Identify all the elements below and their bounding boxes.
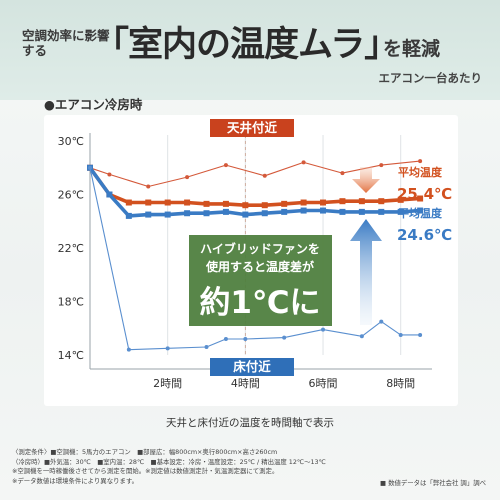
data-point: [320, 199, 327, 206]
floor-label-box: [210, 358, 294, 376]
data-point: [106, 191, 113, 198]
data-point: [282, 335, 287, 340]
data-point: [339, 198, 346, 205]
y-tick-label: 30℃: [58, 135, 84, 148]
callout-big-text: 約1℃に: [199, 285, 320, 321]
series-line-orange-thick: [88, 166, 421, 207]
data-point: [164, 199, 171, 206]
avg-bottom-value: 24.6℃: [397, 226, 452, 244]
y-tick-label: 26℃: [58, 189, 84, 202]
callout-line-2: 使用すると温度差が: [205, 259, 314, 274]
avg-top-value: 25.4℃: [397, 185, 452, 203]
x-tick-label: 8時間: [386, 377, 415, 390]
data-point: [379, 319, 384, 324]
data-point: [203, 200, 210, 207]
header-banner: 空調効率に影響する 「室内の温度ムラ」 を軽減 エアコン一台あたり: [0, 0, 500, 100]
data-point: [398, 332, 403, 337]
data-point: [417, 195, 424, 202]
y-tick-label: 22℃: [58, 242, 84, 255]
y-tick-label: 14℃: [58, 349, 84, 362]
data-point: [223, 336, 228, 341]
footnotes: 〈測定条件〉■空調機：5馬力のエアコン ■部屋広：幅800cm×奥行800cm×…: [12, 448, 492, 486]
header-prefix: 空調効率に影響する: [22, 28, 110, 58]
data-point: [242, 202, 249, 209]
data-point: [418, 159, 423, 164]
data-point: [261, 202, 268, 209]
down-arrow-icon: [352, 167, 380, 193]
callout-box: [189, 235, 332, 326]
data-point: [358, 208, 365, 215]
data-point: [340, 171, 345, 176]
data-point: [378, 198, 385, 205]
data-point: [281, 200, 288, 207]
data-point: [320, 207, 327, 214]
footnote-line: ※データ数値は環境条件により異なります。: [12, 476, 139, 485]
data-point: [339, 208, 346, 215]
data-point: [321, 327, 326, 332]
data-point: [417, 207, 424, 214]
chart-caption: 天井と床付近の温度を時間軸で表示: [166, 417, 334, 429]
data-point: [301, 160, 306, 165]
data-point: [261, 210, 268, 217]
data-point: [223, 163, 228, 168]
data-point: [222, 200, 229, 207]
data-point: [145, 199, 152, 206]
data-point: [243, 336, 248, 341]
data-point: [242, 211, 249, 218]
data-point: [125, 199, 132, 206]
data-point: [203, 210, 210, 217]
data-point: [184, 210, 191, 217]
data-point: [165, 346, 170, 351]
header-main-title: 「室内の温度ムラ」: [94, 25, 399, 65]
header-subtitle: エアコン一台あたり: [378, 71, 483, 85]
data-point: [418, 332, 423, 337]
series-line-blue-thin: [89, 167, 421, 351]
ceiling-label: 天井付近: [227, 120, 278, 135]
data-point: [300, 207, 307, 214]
data-point: [379, 163, 384, 168]
chart-panel: 30℃ 26℃ 22℃ 18℃ 14℃ 2時間 4時間 6時間 8時間 天井付近床付近 平均温度 25…: [44, 115, 458, 406]
data-point: [164, 211, 171, 218]
section-title: ●エアコン冷房時: [44, 97, 143, 112]
ceiling-label-box: [210, 119, 294, 137]
data-point: [222, 208, 229, 215]
callout-line-1: ハイブリッドファンを: [200, 241, 320, 256]
header-suffix: を軽減: [383, 38, 441, 60]
data-point: [185, 175, 190, 180]
data-point: [88, 165, 92, 170]
data-point: [107, 172, 112, 177]
series-line-blue-thick: [88, 166, 421, 218]
data-point: [281, 208, 288, 215]
data-point: [184, 199, 191, 206]
data-point: [359, 334, 364, 339]
footnote-line: 〈測定条件〉■空調機：5馬力のエアコン ■部屋広：幅800cm×奥行800cm×…: [12, 448, 278, 456]
footnote-line: ※空調機を一時稼働後させてから測定を開始。※測定値は数値測定計・気温測定器にて測…: [12, 467, 279, 475]
x-tick-label: 2時間: [153, 377, 182, 390]
data-point: [397, 196, 404, 203]
data-credit: ■ 数値データは「弊社会社 調」調べ: [380, 479, 486, 487]
floor-label: 床付近: [233, 359, 271, 374]
avg-bottom-title: 平均温度: [398, 206, 443, 220]
data-point: [378, 208, 385, 215]
avg-top-title: 平均温度: [398, 165, 443, 179]
data-point: [146, 184, 151, 189]
data-point: [126, 347, 131, 352]
data-point: [204, 344, 209, 349]
x-tick-label: 4時間: [231, 377, 260, 390]
footnote-line: （冷房時）■外気温：30℃ ■室内温：28℃ ■基本設定：冷房・温度設定：25℃…: [12, 457, 326, 466]
up-arrow-icon: [350, 219, 382, 325]
data-point: [397, 208, 404, 215]
data-point: [300, 199, 307, 206]
data-point: [358, 198, 365, 205]
y-tick-label: 18℃: [58, 296, 84, 309]
data-point: [125, 212, 132, 219]
x-tick-label: 6時間: [309, 377, 338, 390]
data-point: [145, 211, 152, 218]
data-point: [262, 173, 267, 178]
